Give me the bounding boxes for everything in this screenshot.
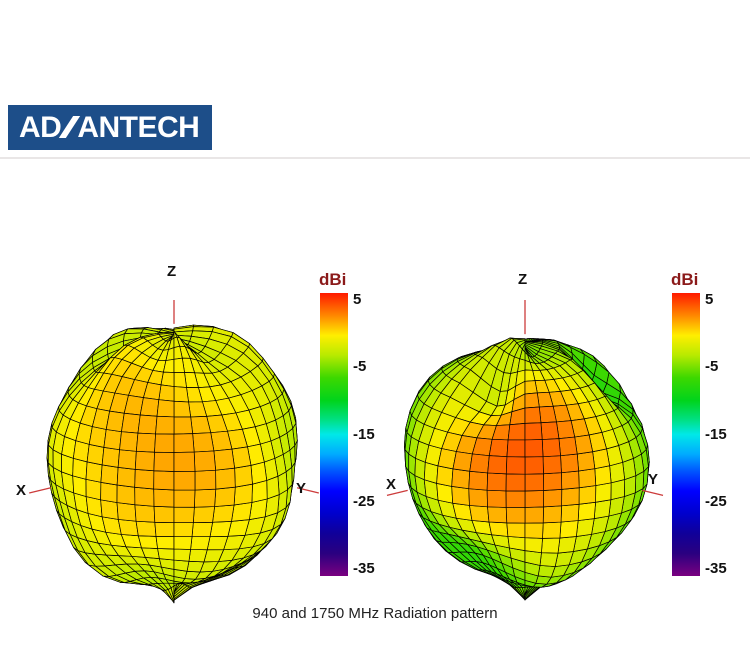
colorbar-tick: -35 [705,559,727,577]
colorbar-tick: -15 [353,425,375,443]
header-divider [0,157,750,159]
colorbar-gradient [672,293,700,576]
colorbar-title-dbi: dBi [671,270,699,289]
figure-caption: 940 and 1750 MHz Radiation pattern [252,605,498,622]
colorbar-940: dBi 5 -5 -15 -25 -35 [319,270,375,577]
colorbar-tick: -5 [705,358,719,376]
colorbar-title-dbi: dBi [319,270,347,289]
y-axis-label-940: Y [296,480,307,497]
colorbar-tick: -25 [705,492,727,510]
colorbar-tick: -35 [353,559,375,577]
colorbar-ticks: 5 -5 -15 -25 -35 [353,291,389,577]
colorbar-1750: dBi 5 -5 -15 -25 -35 [671,270,727,577]
colorbar-ticks: 5 -5 -15 -25 -35 [705,291,741,577]
z-axis-label-1750: Z [518,271,528,288]
colorbar-tick: -5 [353,358,367,376]
colorbar-tick: 5 [353,291,362,309]
y-axis-label-1750: Y [648,471,659,488]
x-axis-label-1750: X [386,476,397,493]
radiation-plot-1750mhz [370,300,680,620]
advantech-logo-text-antech: ANTECH [77,111,200,144]
colorbar-tick: -25 [353,492,375,510]
advantech-logo-text-ad: AD [19,111,62,144]
colorbar-tick: 5 [705,291,714,309]
radiation-plot-940mhz [15,300,325,620]
advantech-logo: AD ANTECH [8,105,212,150]
x-axis-label-940: X [16,482,27,499]
z-axis-label-940: Z [167,263,177,280]
colorbar-gradient [320,293,348,576]
colorbar-tick: -15 [705,425,727,443]
